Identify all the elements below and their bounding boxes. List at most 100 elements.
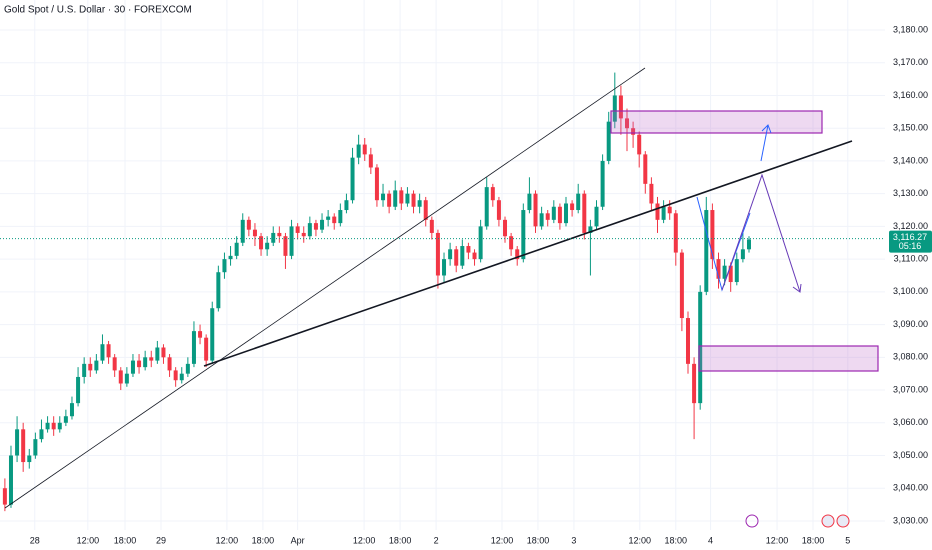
candle-body — [509, 236, 514, 250]
candle-body — [564, 203, 569, 224]
x-tick-label: 12:00 — [77, 535, 100, 545]
y-tick-label: 3,070.00 — [893, 384, 928, 394]
y-tick-label: 3,180.00 — [893, 24, 928, 34]
candle-body — [362, 144, 367, 155]
y-tick-label: 3,130.00 — [893, 188, 928, 198]
candle-body — [112, 357, 117, 371]
candle-body — [576, 193, 581, 211]
candle-body — [545, 213, 550, 220]
candle-body — [557, 206, 562, 224]
candle-body — [454, 249, 459, 266]
trendline — [203, 140, 853, 367]
x-tick-label: 18:00 — [389, 535, 412, 545]
candle-body — [259, 236, 264, 250]
candle-body — [649, 183, 654, 204]
x-tick-label: 12:00 — [766, 535, 789, 545]
x-tick-label: 5 — [845, 535, 850, 545]
candle-body — [106, 344, 111, 358]
candle-body — [612, 95, 617, 122]
price-label-box — [889, 230, 932, 253]
candle-body — [33, 439, 38, 456]
candle-body — [527, 193, 532, 211]
candle-body — [51, 422, 56, 430]
x-tick-label: 4 — [708, 535, 713, 545]
candle-body — [161, 347, 166, 358]
x-tick-label: 12:00 — [491, 535, 514, 545]
x-tick-label: 18:00 — [665, 535, 688, 545]
candle-body — [570, 203, 575, 211]
candle-body — [728, 265, 733, 283]
y-tick-label: 3,040.00 — [893, 483, 928, 493]
last-price-label: 3,116.27 — [893, 232, 927, 242]
candle-body — [399, 190, 404, 204]
candle-body — [722, 265, 727, 279]
candle-body — [118, 370, 123, 384]
candle-body — [484, 187, 489, 227]
candle-body — [667, 206, 672, 214]
candle-body — [685, 318, 690, 364]
x-tick-label: 12:00 — [629, 535, 652, 545]
event-icon[interactable] — [836, 514, 850, 528]
y-tick-label: 3,140.00 — [893, 155, 928, 165]
candle-body — [149, 357, 154, 361]
candle-body — [265, 242, 270, 250]
zone — [610, 110, 823, 134]
candle-body — [45, 422, 50, 430]
candle-body — [338, 210, 343, 224]
candle-body — [374, 167, 379, 201]
y-tick-label: 3,120.00 — [893, 221, 928, 231]
x-tick-label: 28 — [30, 535, 40, 545]
candle-body — [551, 206, 556, 220]
candle-body — [393, 190, 398, 207]
candle-body — [710, 210, 715, 260]
candle-body — [679, 252, 684, 319]
event-icon[interactable] — [821, 514, 835, 528]
candle-body — [417, 200, 422, 207]
candle-body — [746, 239, 751, 250]
candle-body — [734, 259, 739, 283]
x-tick-label: 29 — [156, 535, 166, 545]
y-tick-label: 3,090.00 — [893, 319, 928, 329]
path-drawing — [721, 173, 801, 293]
candle-body — [448, 249, 453, 260]
event-icon[interactable] — [745, 514, 759, 528]
candle-body — [472, 252, 477, 260]
candle-body — [503, 219, 508, 237]
axes: 3,030.00 3,040.00 3,050.00 3,060.00 3,070.00… — [0, 24, 932, 545]
candle-body — [69, 403, 74, 417]
candle-body — [637, 134, 642, 155]
candle-body — [307, 223, 312, 237]
x-tick-label: 3 — [571, 535, 576, 545]
candle-body — [94, 360, 99, 371]
candle-body — [655, 203, 660, 220]
candle-body — [368, 154, 373, 168]
candle-body — [198, 331, 203, 338]
candle-body — [435, 232, 440, 276]
y-tick-label: 3,080.00 — [893, 352, 928, 362]
candle-body — [661, 206, 666, 220]
candle-body — [326, 216, 331, 220]
candle-body — [63, 416, 68, 423]
drawings — [4, 67, 879, 528]
arrow — [760, 124, 769, 162]
candle-body — [740, 249, 745, 260]
candle-body — [100, 344, 105, 361]
candle-body — [27, 455, 32, 463]
y-tick-label: 3,060.00 — [893, 417, 928, 427]
candle-body — [185, 363, 190, 374]
candle-body — [167, 357, 172, 371]
candle-body — [466, 246, 471, 253]
countdown: 05:16 — [899, 241, 922, 251]
y-tick-label: 3,150.00 — [893, 123, 928, 133]
candle-body — [381, 193, 386, 201]
candle-body — [155, 347, 160, 361]
candle-body — [137, 360, 142, 368]
candle-body — [594, 206, 599, 227]
candle-body — [692, 363, 697, 404]
candle-body — [442, 259, 447, 276]
candle-body — [429, 219, 434, 233]
candle-body — [76, 376, 81, 404]
candle-body — [124, 373, 129, 384]
candle-body — [350, 157, 355, 201]
